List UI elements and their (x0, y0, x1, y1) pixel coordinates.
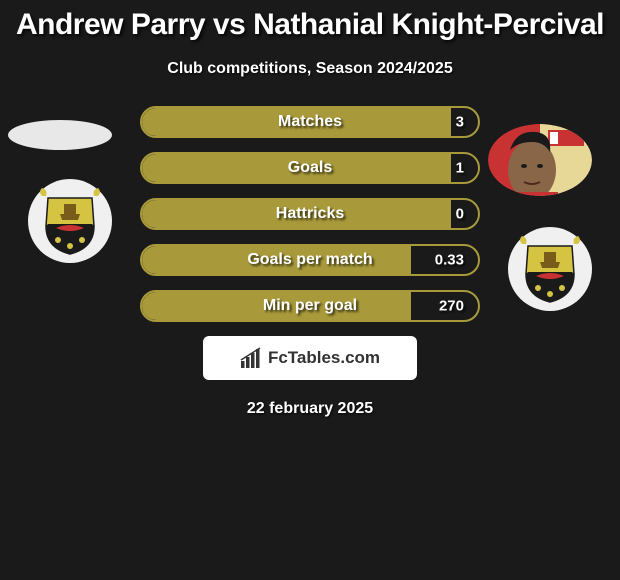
subtitle: Club competitions, Season 2024/2025 (0, 60, 620, 78)
stat-value: 0 (456, 206, 464, 223)
player1-club-crest (20, 178, 120, 264)
stat-value: 1 (456, 160, 464, 177)
player1-silhouette (8, 120, 112, 150)
stat-value: 3 (456, 114, 464, 131)
stat-label: Matches (278, 113, 342, 131)
logo-text: FcTables.com (268, 348, 380, 368)
stat-row-hattricks: Hattricks 0 (140, 198, 480, 230)
stat-label: Goals per match (247, 251, 372, 269)
stat-row-min-per-goal: Min per goal 270 (140, 290, 480, 322)
stat-label: Hattricks (276, 205, 344, 223)
bar-chart-icon (240, 347, 262, 369)
fctables-logo[interactable]: FcTables.com (203, 336, 417, 380)
stats-container: Matches 3 Goals 1 Hattricks 0 Goals per … (140, 106, 480, 322)
stat-label: Goals (288, 159, 332, 177)
player2-photo (488, 124, 592, 196)
stat-row-matches: Matches 3 (140, 106, 480, 138)
page-title: Andrew Parry vs Nathanial Knight-Perciva… (0, 0, 620, 42)
stat-label: Min per goal (263, 297, 357, 315)
stat-row-goals-per-match: Goals per match 0.33 (140, 244, 480, 276)
player2-club-crest (500, 226, 600, 312)
stat-row-goals: Goals 1 (140, 152, 480, 184)
stat-value: 270 (439, 298, 464, 315)
date-label: 22 february 2025 (0, 400, 620, 418)
stat-value: 0.33 (435, 252, 464, 269)
